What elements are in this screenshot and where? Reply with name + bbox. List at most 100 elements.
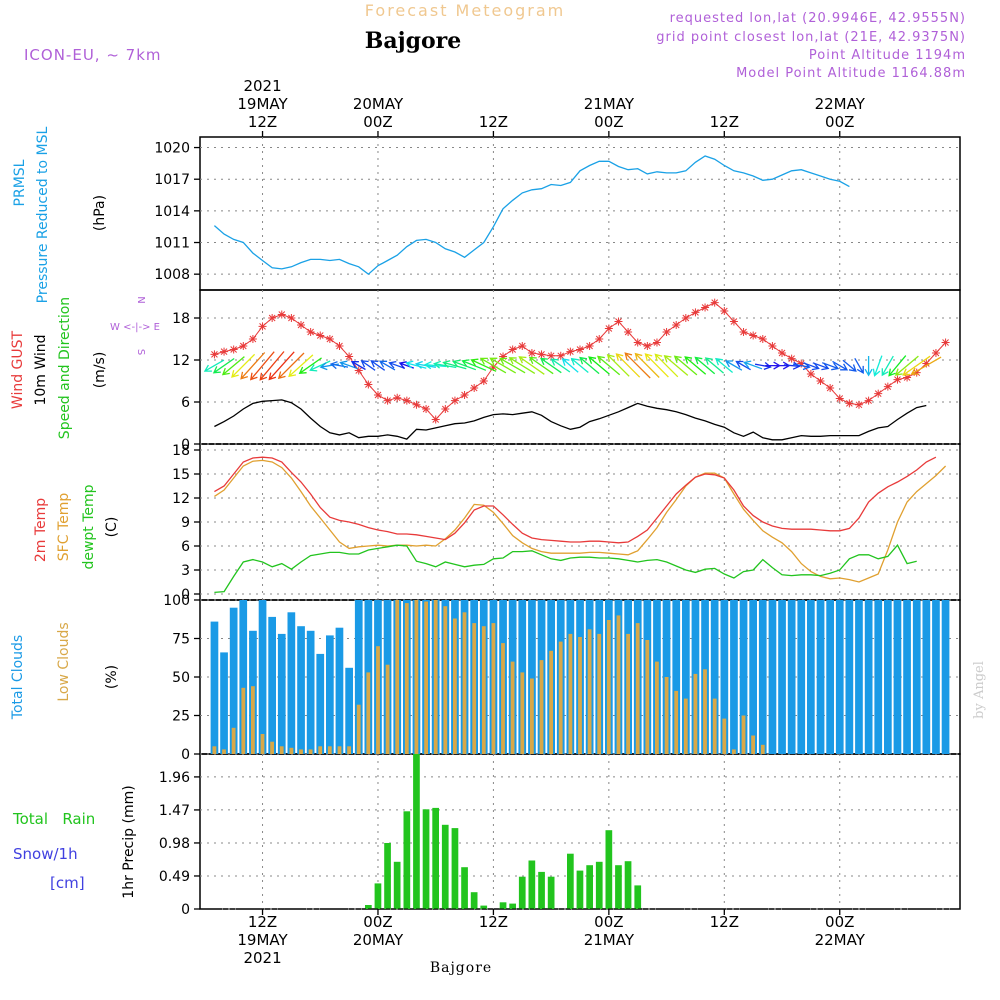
wind-direction-arrow (715, 357, 734, 373)
wind-direction-arrow (634, 352, 660, 378)
wind-direction-arrow (872, 355, 883, 377)
wind-direction-arrow (902, 355, 931, 376)
wind-direction-arrow (221, 356, 245, 376)
total-cloud-bar (354, 600, 363, 754)
precip-label-total-rain: Total Rain (12, 810, 95, 828)
cloud-unit: (%) (104, 665, 120, 689)
wind-direction-arrow (518, 356, 545, 375)
wind-direction-arrow (508, 357, 536, 374)
gust-point (845, 399, 854, 408)
model-label: ICON-EU, ~ 7km (24, 46, 162, 64)
low-cloud-bar (327, 746, 332, 754)
wind-direction-arrow (350, 361, 366, 371)
wind-direction-arrow (499, 357, 526, 374)
y-tick-label: 15 (172, 467, 190, 483)
wind-direction-arrow (378, 360, 396, 371)
wind-direction-arrow (684, 356, 707, 375)
low-cloud-bar (308, 749, 313, 754)
low-cloud-bar (558, 641, 563, 754)
rain-bar (461, 867, 468, 909)
gust-point (826, 384, 835, 392)
wind-direction-arrow (615, 353, 641, 378)
grid-point: grid point closest lon,lat (21E, 42.9375… (656, 30, 966, 45)
wind-direction-arrow (802, 362, 820, 371)
gust-point (854, 400, 863, 409)
low-cloud-bar (616, 615, 621, 754)
gust-point (229, 345, 238, 354)
gust-point (874, 389, 883, 398)
total-cloud-bar (835, 600, 844, 754)
rain-bar (586, 865, 593, 909)
wind-direction-arrow (309, 360, 331, 372)
wind-direction-arrow (881, 355, 894, 377)
gust-point (556, 351, 565, 360)
y-tick-label: 12 (172, 353, 190, 369)
gust-point (806, 370, 815, 378)
total-cloud-bar (893, 600, 902, 754)
low-cloud-bar (722, 718, 727, 754)
wind-direction-arrow (864, 356, 873, 377)
bottom-time-label: 00Z (363, 913, 392, 931)
y-tick-label: 1020 (154, 141, 190, 157)
low-cloud-bar (597, 633, 602, 754)
low-cloud-bar (472, 623, 477, 754)
rain-bar (422, 809, 430, 909)
low-cloud-bar (549, 650, 553, 754)
low-cloud-bar (587, 629, 592, 754)
wind-direction-arrow (452, 359, 477, 371)
low-cloud-bar (424, 601, 428, 754)
wind-direction-arrow (654, 353, 679, 378)
total-cloud-bar (220, 652, 228, 754)
top-time-label: 19MAY (237, 95, 288, 113)
rain-bar (393, 861, 401, 909)
low-cloud-bar (606, 620, 611, 754)
point-altitude: Point Altitude 1194m (809, 48, 966, 63)
gust-point (412, 400, 421, 409)
wind-direction-arrow (588, 356, 610, 375)
gust-point (912, 368, 921, 377)
y-tick-label: 18 (172, 311, 190, 327)
low-cloud-bar (732, 749, 736, 754)
rain-bar (615, 865, 622, 909)
rain-bar (624, 861, 632, 909)
dewpt-line (214, 544, 917, 594)
credit-watermark: by Angel (972, 661, 987, 719)
gust-point (537, 350, 546, 359)
rain-bar (365, 905, 372, 909)
total-cloud-bar (864, 600, 873, 754)
low-cloud-bar (578, 637, 582, 754)
rain-bar (413, 754, 420, 909)
gust-point (383, 396, 392, 405)
gust-point (306, 328, 315, 336)
total-cloud-bar (277, 633, 286, 754)
total-cloud-bar (941, 600, 950, 754)
gust-point (681, 314, 690, 322)
low-cloud-bar (337, 746, 342, 754)
low-cloud-bar (741, 715, 746, 754)
low-cloud-bar (395, 600, 400, 754)
temp-2m-line (214, 456, 937, 544)
wind-direction-arrow (894, 355, 919, 376)
y-tick-label: 75 (172, 632, 190, 648)
low-cloud-bar (289, 747, 294, 754)
low-cloud-bar (222, 749, 226, 754)
y-tick-label: 0 (181, 437, 190, 453)
total-cloud-bar (335, 627, 344, 754)
gust-point (441, 405, 450, 413)
gust-point (335, 342, 344, 350)
y-tick-label: 25 (172, 709, 190, 725)
total-cloud-bar (787, 600, 796, 754)
wind-label-10m: 10m Wind (33, 334, 49, 405)
total-cloud-bar (874, 600, 883, 754)
wind-direction-arrow (724, 360, 743, 371)
y-tick-label: 12 (172, 491, 190, 507)
gust-point (604, 324, 613, 333)
low-cloud-bar (347, 746, 351, 754)
wind-direction-arrow (550, 358, 571, 373)
rain-bar (480, 905, 488, 909)
gust-point (903, 373, 912, 382)
rain-bar (605, 830, 613, 909)
rain-bar (509, 903, 516, 909)
